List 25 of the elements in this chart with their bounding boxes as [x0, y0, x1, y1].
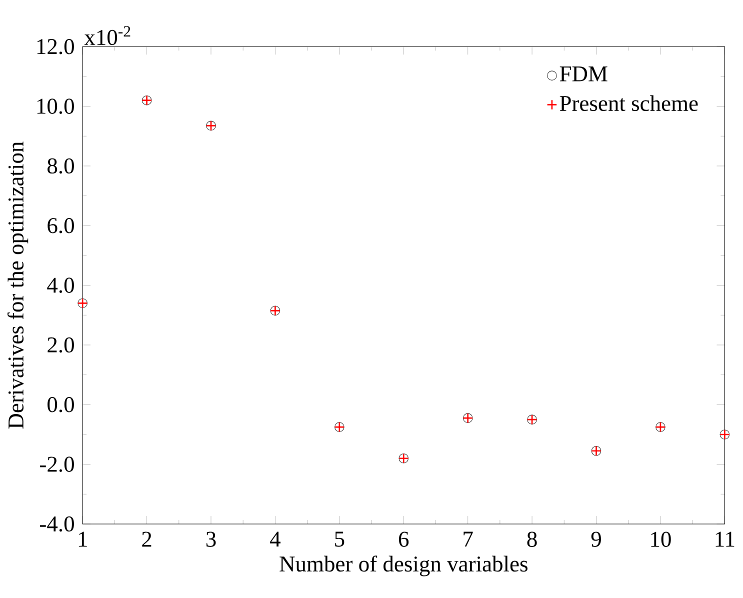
- x-tick-label: 5: [335, 532, 344, 547]
- legend-label: Present scheme: [560, 95, 698, 111]
- x-tick-label: 7: [464, 532, 473, 546]
- x-tick-label: 8: [527, 532, 537, 547]
- y-tick-label: -4.0: [40, 516, 74, 532]
- y-tick-label: 6.0: [48, 218, 74, 234]
- x-tick-label: 6: [398, 532, 409, 547]
- y-tick-label: 10.0: [37, 98, 74, 114]
- x-tick-label: 9: [591, 532, 601, 547]
- x-axis-title: Number of design variables: [280, 555, 528, 576]
- y-tick-label: 12.0: [37, 38, 74, 54]
- y-tick-label: 2.0: [48, 337, 74, 352]
- y-tick-label: 0.0: [48, 396, 74, 412]
- x-tick-label: 4: [270, 532, 280, 546]
- x-tick-label: 3: [206, 532, 216, 547]
- x-tick-label: 2: [142, 532, 152, 546]
- y-axis-title: Derivatives for the optimization: [8, 141, 28, 428]
- x-tick-label: 10: [651, 532, 671, 547]
- y-tick-label: 4.0: [47, 277, 74, 293]
- x-tick-label: 1: [78, 532, 87, 546]
- text: x10$^{-2}$: [84, 26, 130, 45]
- y-tick-label: -2.0: [40, 456, 74, 472]
- x-tick-label: 11: [716, 532, 734, 546]
- legend-label: FDM: [560, 66, 608, 82]
- y-tick-label: 8.0: [48, 158, 74, 174]
